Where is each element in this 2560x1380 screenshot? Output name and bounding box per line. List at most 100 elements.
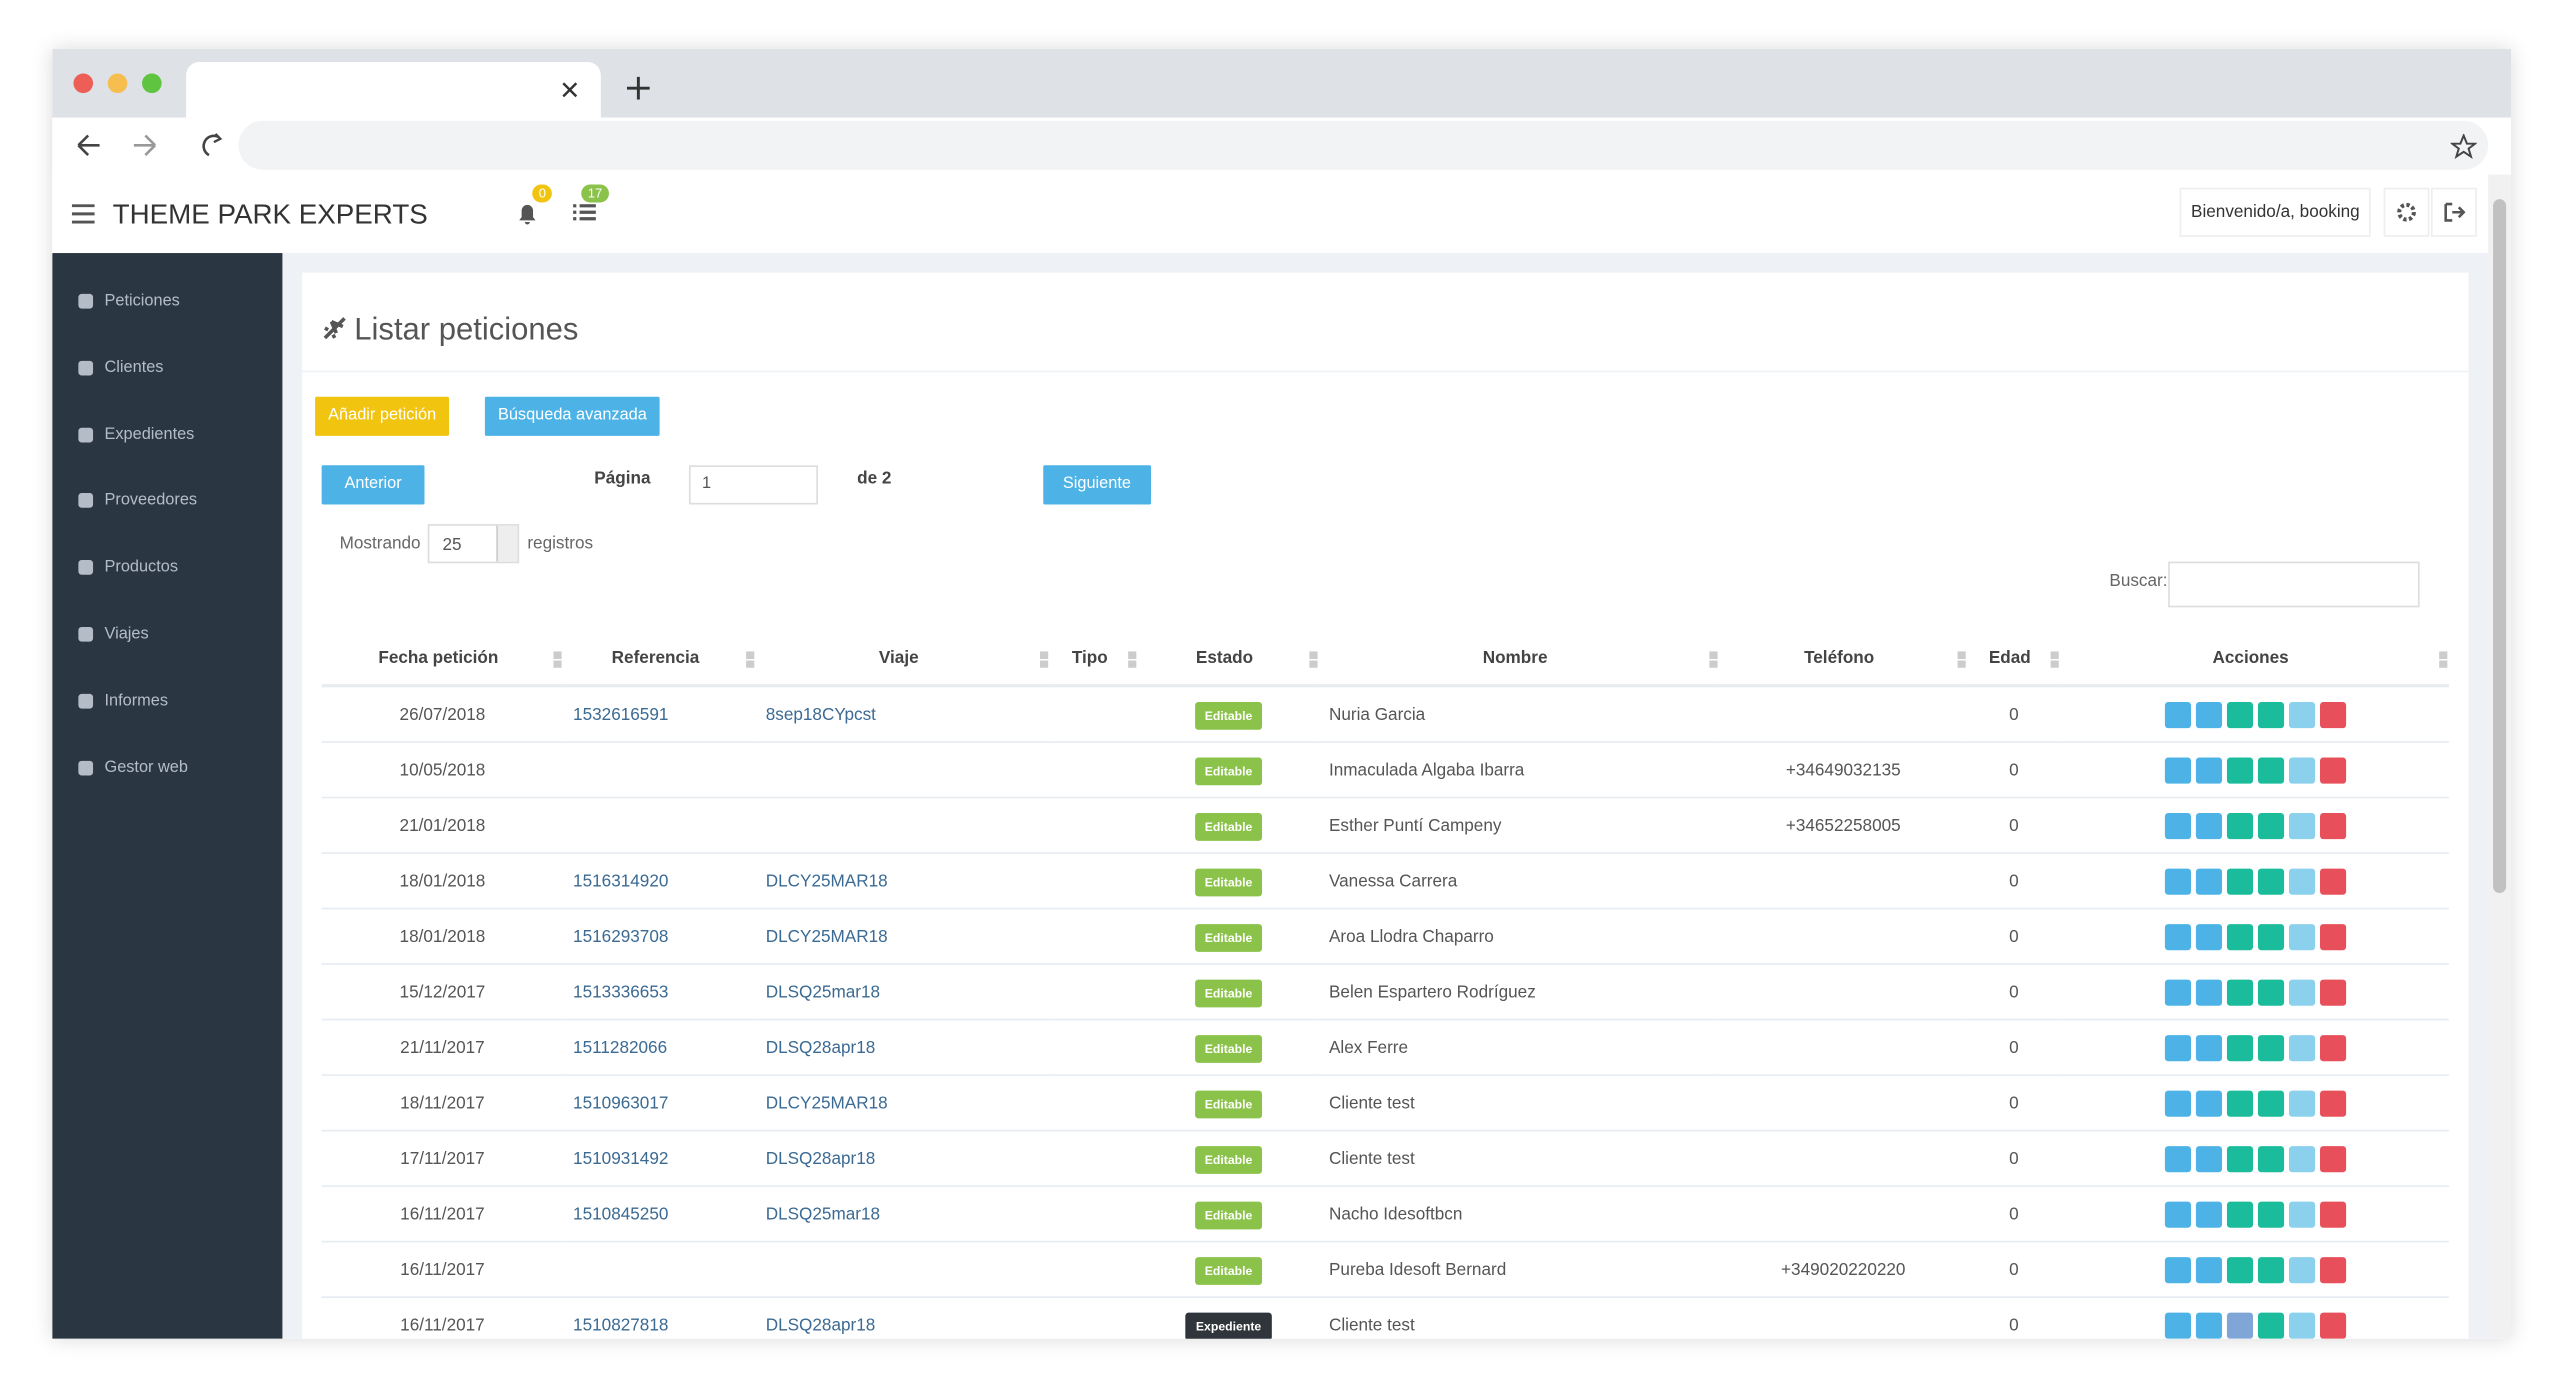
- sort-icon[interactable]: [746, 651, 755, 668]
- sort-icon[interactable]: [2439, 651, 2448, 668]
- action-button[interactable]: [2288, 756, 2315, 783]
- trip-text[interactable]: DLSQ28apr18: [765, 1315, 876, 1335]
- action-button[interactable]: [2164, 923, 2191, 950]
- reference-text[interactable]: 1510845250: [573, 1204, 669, 1224]
- action-button[interactable]: [2288, 1089, 2315, 1116]
- sidebar-item[interactable]: Expedientes: [78, 425, 194, 443]
- tasks-icon[interactable]: [573, 204, 596, 224]
- column-header[interactable]: Referencia: [563, 631, 756, 688]
- action-button[interactable]: [2164, 1089, 2191, 1116]
- action-button[interactable]: [2319, 867, 2346, 894]
- reference-text[interactable]: 1510827818: [573, 1315, 669, 1335]
- action-button[interactable]: [2226, 1200, 2253, 1227]
- new-tab[interactable]: [626, 76, 650, 100]
- close-dot[interactable]: [73, 73, 94, 94]
- action-button[interactable]: [2195, 978, 2222, 1005]
- action-button[interactable]: [2164, 1200, 2191, 1227]
- trip-text[interactable]: DLSQ28apr18: [765, 1148, 876, 1169]
- reference-text[interactable]: 1510931492: [573, 1148, 669, 1169]
- action-button[interactable]: [2257, 867, 2284, 894]
- sidebar-item[interactable]: Informes: [78, 692, 168, 710]
- sort-icon[interactable]: [1709, 651, 1718, 668]
- action-button[interactable]: [2226, 923, 2253, 950]
- action-button[interactable]: [2257, 812, 2284, 839]
- action-button[interactable]: [2288, 978, 2315, 1005]
- reference-text[interactable]: 1516314920: [573, 871, 669, 891]
- logout-button[interactable]: [2431, 187, 2477, 237]
- bookmark-star[interactable]: [2450, 133, 2477, 160]
- column-header[interactable]: Edad: [1967, 631, 2061, 688]
- action-button[interactable]: [2257, 1311, 2284, 1338]
- action-button[interactable]: [2257, 701, 2284, 728]
- trip-text[interactable]: DLCY25MAR18: [765, 871, 888, 891]
- reference-text[interactable]: 1532616591: [573, 704, 669, 725]
- next-button[interactable]: Siguiente: [1043, 465, 1151, 505]
- action-button[interactable]: [2195, 1200, 2222, 1227]
- action-button[interactable]: [2195, 1089, 2222, 1116]
- sort-icon[interactable]: [553, 651, 562, 668]
- action-button[interactable]: [2288, 1145, 2315, 1172]
- action-button[interactable]: [2257, 923, 2284, 950]
- action-button[interactable]: [2319, 1256, 2346, 1283]
- action-button[interactable]: [2195, 1034, 2222, 1061]
- column-header[interactable]: Estado: [1137, 631, 1320, 688]
- action-button[interactable]: [2319, 923, 2346, 950]
- tab-close[interactable]: [562, 82, 578, 98]
- sidebar-item[interactable]: Viajes: [78, 625, 149, 643]
- address-bar[interactable]: [238, 120, 2489, 170]
- action-button[interactable]: [2164, 756, 2191, 783]
- reference-text[interactable]: 1511282066: [573, 1037, 668, 1058]
- action-button[interactable]: [2195, 701, 2222, 728]
- column-header[interactable]: Teléfono: [1719, 631, 1968, 688]
- settings-button[interactable]: [2383, 187, 2430, 237]
- action-button[interactable]: [2319, 1034, 2346, 1061]
- action-button[interactable]: [2319, 978, 2346, 1005]
- sort-icon[interactable]: [1309, 651, 1318, 668]
- action-button[interactable]: [2257, 1200, 2284, 1227]
- add-button[interactable]: Añadir petición: [315, 396, 450, 436]
- action-button[interactable]: [2226, 978, 2253, 1005]
- action-button[interactable]: [2195, 1145, 2222, 1172]
- action-button[interactable]: [2195, 812, 2222, 839]
- reference-text[interactable]: 1516293708: [573, 926, 669, 947]
- reference-text[interactable]: 1513336653: [573, 982, 669, 1002]
- action-button[interactable]: [2164, 978, 2191, 1005]
- action-button[interactable]: [2226, 1256, 2253, 1283]
- maximize-dot[interactable]: [142, 73, 162, 94]
- page-input[interactable]: 1: [688, 465, 818, 505]
- action-button[interactable]: [2226, 756, 2253, 783]
- action-button[interactable]: [2319, 756, 2346, 783]
- action-button[interactable]: [2257, 1145, 2284, 1172]
- action-button[interactable]: [2319, 1200, 2346, 1227]
- action-button[interactable]: [2226, 1145, 2253, 1172]
- action-button[interactable]: [2257, 756, 2284, 783]
- action-button[interactable]: [2288, 1256, 2315, 1283]
- trip-text[interactable]: DLSQ28apr18: [765, 1037, 876, 1058]
- minimize-dot[interactable]: [107, 73, 128, 94]
- page-size-select[interactable]: 25: [427, 524, 520, 564]
- action-button[interactable]: [2257, 1034, 2284, 1061]
- column-header[interactable]: Tipo: [1049, 631, 1138, 688]
- action-button[interactable]: [2164, 812, 2191, 839]
- action-button[interactable]: [2257, 1089, 2284, 1116]
- action-button[interactable]: [2226, 867, 2253, 894]
- sidebar-item[interactable]: Clientes: [78, 359, 163, 377]
- action-button[interactable]: [2195, 756, 2222, 783]
- tab[interactable]: [186, 62, 601, 118]
- action-button[interactable]: [2226, 1089, 2253, 1116]
- sort-icon[interactable]: [1957, 651, 1966, 668]
- action-button[interactable]: [2288, 1311, 2315, 1338]
- sort-icon[interactable]: [2050, 651, 2059, 668]
- action-button[interactable]: [2257, 978, 2284, 1005]
- action-button[interactable]: [2257, 1256, 2284, 1283]
- action-button[interactable]: [2164, 1311, 2191, 1338]
- action-button[interactable]: [2226, 812, 2253, 839]
- menu-toggle[interactable]: [71, 204, 95, 224]
- action-button[interactable]: [2226, 701, 2253, 728]
- action-button[interactable]: [2288, 812, 2315, 839]
- sidebar-item[interactable]: Productos: [78, 559, 178, 577]
- sidebar-item[interactable]: Peticiones: [78, 292, 180, 310]
- action-button[interactable]: [2195, 1256, 2222, 1283]
- action-button[interactable]: [2164, 867, 2191, 894]
- action-button[interactable]: [2164, 1034, 2191, 1061]
